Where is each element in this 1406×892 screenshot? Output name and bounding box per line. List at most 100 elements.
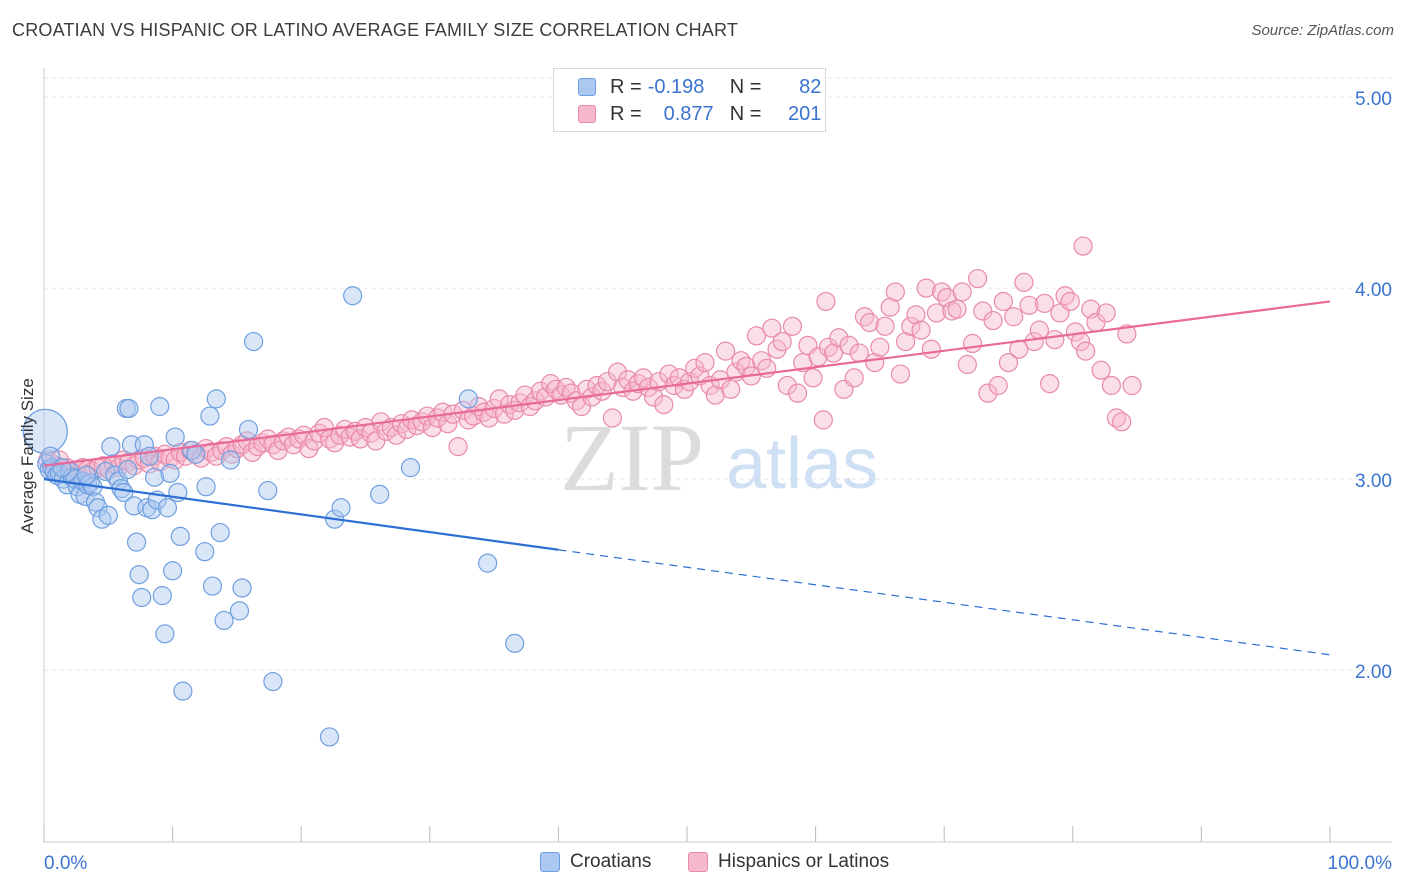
legend-r-value: -0.198 — [647, 75, 705, 98]
croatian-point — [119, 398, 139, 419]
hispanic-point — [1076, 341, 1096, 361]
hispanic-point — [829, 328, 849, 348]
hispanic-point — [530, 381, 550, 401]
hispanic-point — [1029, 320, 1049, 340]
croatian-point — [98, 505, 118, 525]
watermark-zip: ZIP — [560, 404, 704, 511]
hispanic-point — [932, 282, 952, 302]
croatian-point — [163, 561, 183, 581]
croatian-point — [206, 389, 226, 409]
legend-n-label: N = — [729, 75, 762, 98]
croatian-point — [319, 727, 340, 747]
source-label: Source: ZipAtlas.com — [1251, 22, 1394, 39]
legend-r-label: R = — [610, 75, 642, 98]
croatian-point — [101, 437, 121, 457]
hispanic-point — [1112, 412, 1132, 432]
hispanic-point — [787, 383, 808, 403]
hispanic-point — [880, 297, 900, 317]
hispanic-point — [998, 352, 1019, 373]
hispanic-point — [947, 299, 967, 319]
croatians-label: Croatians — [570, 851, 652, 872]
croatian-point — [258, 480, 278, 501]
croatian-point — [132, 587, 152, 608]
hispanic-point — [875, 316, 895, 336]
hispanic-point — [227, 438, 247, 459]
hispanic-point — [952, 282, 972, 302]
hispanic-point — [957, 354, 977, 375]
hispanic-point — [901, 316, 921, 336]
hispanic-point — [721, 379, 741, 399]
croatian-point — [22, 408, 68, 454]
hispanic-point — [916, 278, 936, 298]
tick-labels: 2.00 3.00 4.00 5.00 0.0% 100.0% — [44, 89, 1392, 874]
legend-row-hispanics: R = 0.877 N = 201 — [578, 101, 821, 127]
legend-n-label: N = — [729, 102, 762, 125]
hispanic-point — [1091, 360, 1111, 380]
croatian-point — [200, 406, 220, 426]
hispanic-point — [1101, 375, 1121, 396]
hispanic-point — [607, 362, 628, 382]
hispanic-point — [782, 316, 803, 336]
croatian-point — [142, 500, 162, 520]
hispanic-point — [1060, 291, 1080, 312]
hispanic-point — [1106, 408, 1127, 428]
croatian-point — [129, 564, 149, 585]
x-tick-label: 0.0% — [44, 853, 87, 874]
hispanic-point — [988, 375, 1008, 396]
legend-n-value: 201 — [788, 102, 822, 125]
hispanic-point — [731, 351, 751, 371]
legend-n-value: 82 — [799, 75, 822, 98]
croatian-point — [263, 671, 283, 692]
hispanic-point — [602, 408, 623, 428]
hispanic-point — [1096, 303, 1116, 323]
hispanic-point — [314, 417, 334, 438]
hispanic-point — [803, 368, 823, 388]
croatian-point — [165, 427, 185, 447]
legend-row-croatians: R = -0.198 N = 82 — [578, 74, 821, 100]
hispanic-point — [839, 335, 859, 355]
hispanic-point — [1045, 330, 1065, 350]
hispanic-point — [824, 343, 844, 363]
hispanic-point — [366, 431, 386, 451]
hispanic-point — [973, 301, 993, 321]
croatian-point — [229, 601, 250, 621]
hispanic-point — [906, 305, 926, 325]
croatian-point — [170, 526, 190, 547]
chart-title: CROATIAN VS HISPANIC OR LATINO AVERAGE F… — [12, 20, 739, 40]
hispanic-point — [427, 408, 448, 428]
hispanic-point — [715, 341, 736, 361]
hispanic-point — [628, 374, 648, 394]
hispanic-point — [911, 320, 931, 340]
croatian-point — [478, 553, 498, 573]
croatian-point — [195, 542, 215, 562]
hispanic-point — [816, 291, 836, 312]
y-tick-label: 2.00 — [1355, 662, 1392, 683]
legend-item-croatians[interactable]: Croatians — [540, 851, 651, 873]
series-legend: Croatians Hispanics or Latinos — [0, 851, 1406, 877]
croatian-point — [238, 419, 259, 440]
hispanic-point — [854, 307, 875, 327]
hispanic-point — [494, 404, 514, 424]
croatian-point — [214, 610, 234, 631]
y-tick-label: 4.00 — [1355, 280, 1392, 301]
hispanic-point — [844, 368, 864, 388]
hispanic-point — [448, 437, 468, 457]
hispanic-trend-line — [43, 300, 1331, 467]
x-tick-label: 100.0% — [1328, 853, 1393, 874]
croatian-point — [220, 450, 241, 470]
croatian-point — [155, 624, 175, 644]
croatian-point — [152, 586, 172, 606]
croatian-points — [22, 286, 525, 747]
croatian-point — [370, 484, 390, 504]
hispanic-point — [926, 303, 947, 323]
hispanic-point — [870, 337, 890, 357]
croatian-point — [144, 467, 165, 487]
hispanic-point — [350, 429, 370, 449]
watermark-atlas: atlas — [726, 424, 878, 504]
hispanic-point — [849, 343, 869, 363]
croatian-point — [210, 522, 230, 543]
hispanic-point — [695, 352, 715, 373]
hispanic-point — [1019, 295, 1039, 315]
legend-item-hispanics[interactable]: Hispanics or Latinos — [688, 851, 889, 873]
hispanics-swatch — [688, 852, 708, 872]
